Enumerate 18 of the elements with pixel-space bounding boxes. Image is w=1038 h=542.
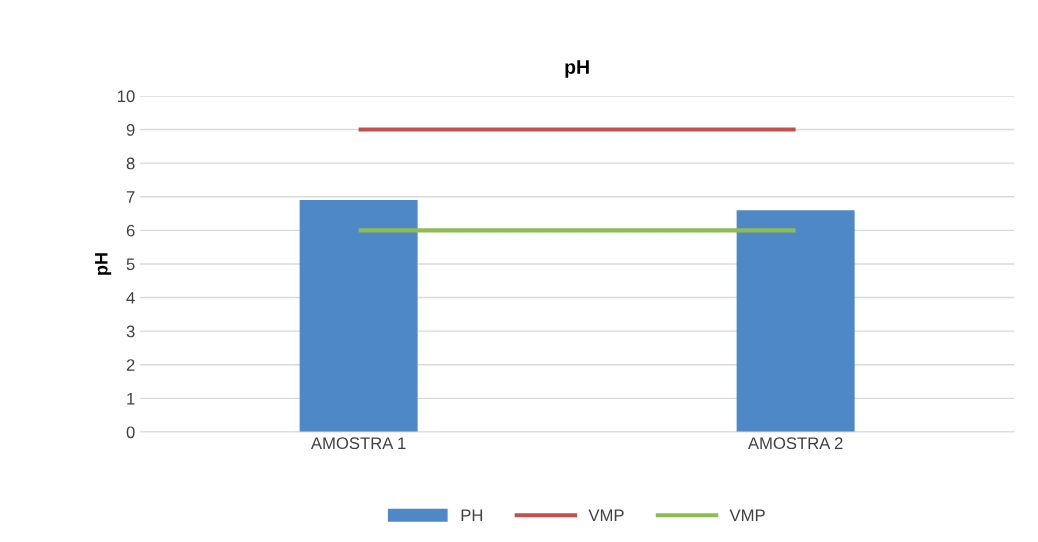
y-tick-label: 5 [126, 258, 135, 271]
y-tick-label: 10 [118, 90, 135, 103]
legend-label: VMP [588, 509, 624, 522]
y-tick-label: 2 [126, 359, 135, 371]
y-tick-label: 9 [126, 123, 135, 136]
y-tick-label: 7 [126, 191, 135, 203]
y-tick-label: 4 [126, 292, 135, 304]
y-axis-title: pH [95, 253, 112, 275]
x-tick-label: AMOSTRA 2 [747, 437, 843, 450]
y-tick-label: 1 [127, 392, 135, 405]
legend-label: VMP [729, 509, 765, 522]
legend-label: PH [461, 509, 483, 522]
x-tick-label: AMOSTRA 1 [310, 437, 406, 450]
y-tick-label: 6 [126, 224, 135, 237]
y-tick-label: 3 [126, 325, 135, 338]
chart-title: pH [565, 60, 589, 78]
y-tick-label: 0 [126, 426, 135, 439]
y-tick-label: 8 [126, 157, 135, 170]
